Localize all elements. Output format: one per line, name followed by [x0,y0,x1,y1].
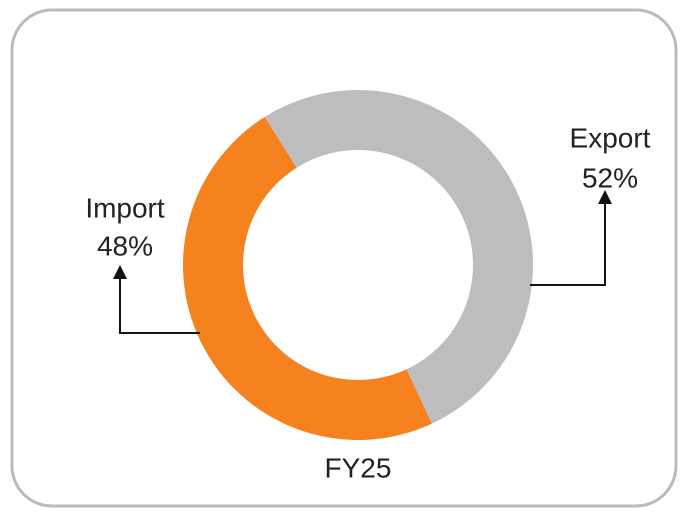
donut-segment [182,116,432,441]
donut-segment [264,90,533,424]
category-label: Export [570,122,651,153]
category-label: Import [85,192,165,223]
card-border [10,8,678,508]
chart-title: FY25 [325,452,392,483]
leader-line [530,190,612,286]
value-label: 48% [97,230,153,261]
value-label: 52% [582,162,638,193]
leader-line [113,265,200,334]
